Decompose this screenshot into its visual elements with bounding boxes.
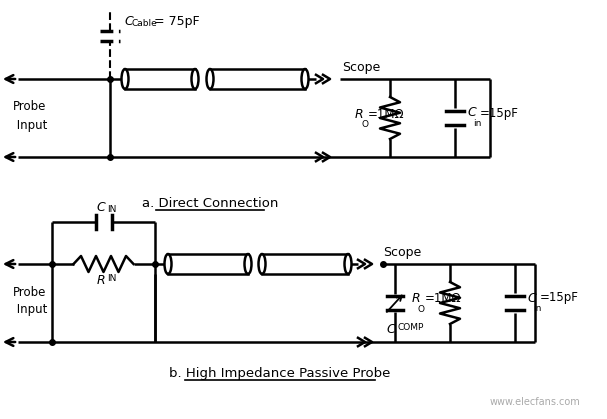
Ellipse shape <box>121 69 129 89</box>
Text: C: C <box>527 292 536 305</box>
Ellipse shape <box>345 254 351 274</box>
Text: Cable: Cable <box>131 19 157 28</box>
Text: in: in <box>473 119 481 128</box>
Text: Scope: Scope <box>342 61 380 74</box>
Ellipse shape <box>164 254 172 274</box>
Text: IN: IN <box>107 274 117 283</box>
Text: = 75pF: = 75pF <box>154 15 200 28</box>
Text: a. Direct Connection: a. Direct Connection <box>142 197 278 210</box>
Text: R: R <box>412 292 421 305</box>
Text: COMP: COMP <box>398 323 424 332</box>
Ellipse shape <box>259 254 265 274</box>
Ellipse shape <box>245 254 251 274</box>
Text: R: R <box>96 274 105 287</box>
Text: Probe
 Input: Probe Input <box>13 101 47 132</box>
Text: C: C <box>387 323 395 336</box>
Text: O: O <box>418 305 425 314</box>
Ellipse shape <box>191 69 198 89</box>
Text: R: R <box>355 108 364 121</box>
Text: in: in <box>533 304 541 313</box>
Ellipse shape <box>302 69 308 89</box>
Text: =1MΩ: =1MΩ <box>425 292 462 305</box>
Text: O: O <box>361 120 368 129</box>
Text: C: C <box>96 201 105 214</box>
Text: Scope: Scope <box>383 246 421 259</box>
Text: b. High Impedance Passive Probe: b. High Impedance Passive Probe <box>169 367 391 380</box>
Text: www.elecfans.com: www.elecfans.com <box>490 397 581 407</box>
Text: =15pF: =15pF <box>480 106 519 119</box>
Text: C: C <box>124 15 133 28</box>
Text: Probe
 Input: Probe Input <box>13 285 47 316</box>
Text: C: C <box>467 106 476 119</box>
Text: =1MΩ: =1MΩ <box>368 108 405 121</box>
Text: =15pF: =15pF <box>540 292 579 305</box>
Ellipse shape <box>206 69 214 89</box>
Text: IN: IN <box>107 205 117 214</box>
